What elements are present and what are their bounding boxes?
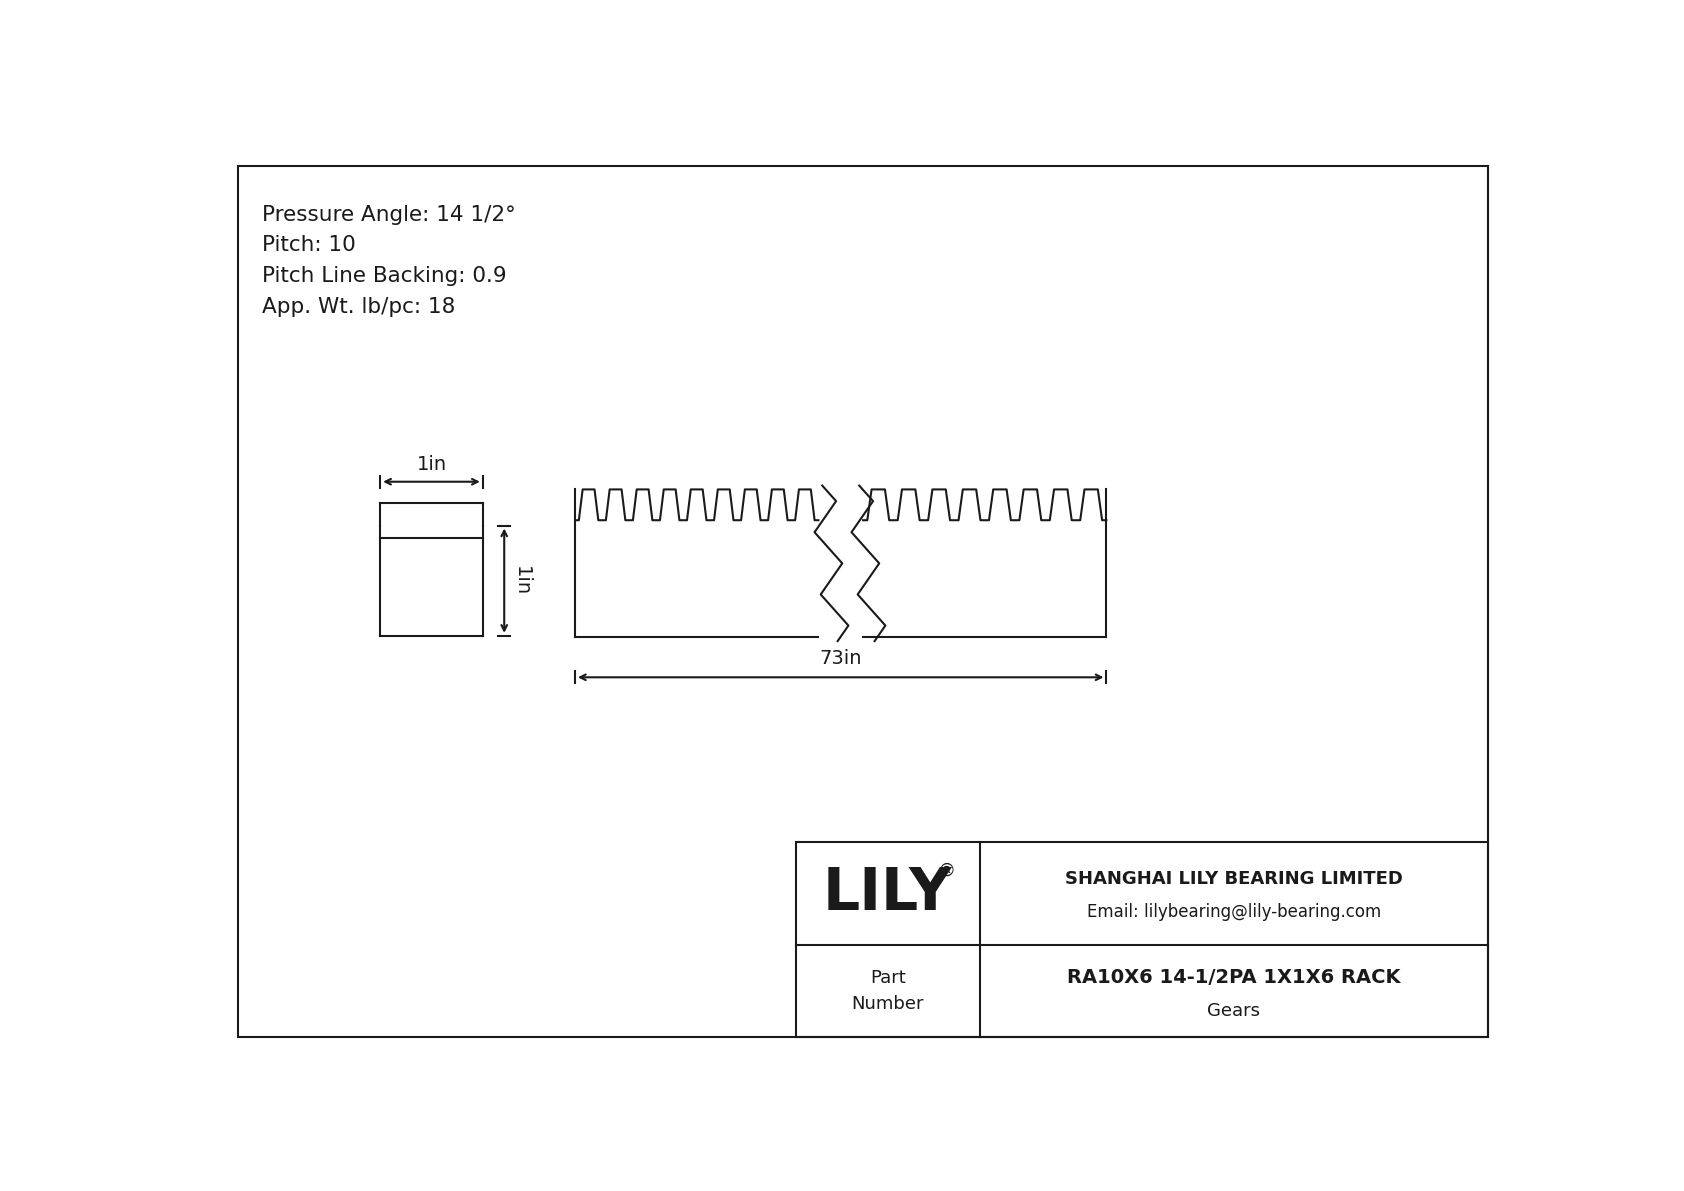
- Text: Part
Number: Part Number: [852, 969, 925, 1014]
- Text: App. Wt. lb/pc: 18: App. Wt. lb/pc: 18: [263, 297, 456, 317]
- Text: Pressure Angle: 14 1/2°: Pressure Angle: 14 1/2°: [263, 205, 517, 225]
- Text: Email: lilybearing@lily-bearing.com: Email: lilybearing@lily-bearing.com: [1086, 903, 1381, 922]
- Text: SHANGHAI LILY BEARING LIMITED: SHANGHAI LILY BEARING LIMITED: [1064, 871, 1403, 888]
- Bar: [797, 842, 1489, 1037]
- Text: ®: ®: [938, 862, 955, 880]
- Text: Gears: Gears: [1207, 1003, 1260, 1021]
- Text: 1in: 1in: [416, 455, 446, 474]
- Text: 1in: 1in: [512, 566, 530, 596]
- Text: Pitch Line Backing: 0.9: Pitch Line Backing: 0.9: [263, 266, 507, 286]
- Text: 73in: 73in: [820, 649, 862, 668]
- Text: LILY: LILY: [823, 865, 953, 922]
- Text: Pitch: 10: Pitch: 10: [263, 236, 357, 255]
- Text: RA10X6 14-1/2PA 1X1X6 RACK: RA10X6 14-1/2PA 1X1X6 RACK: [1068, 968, 1401, 987]
